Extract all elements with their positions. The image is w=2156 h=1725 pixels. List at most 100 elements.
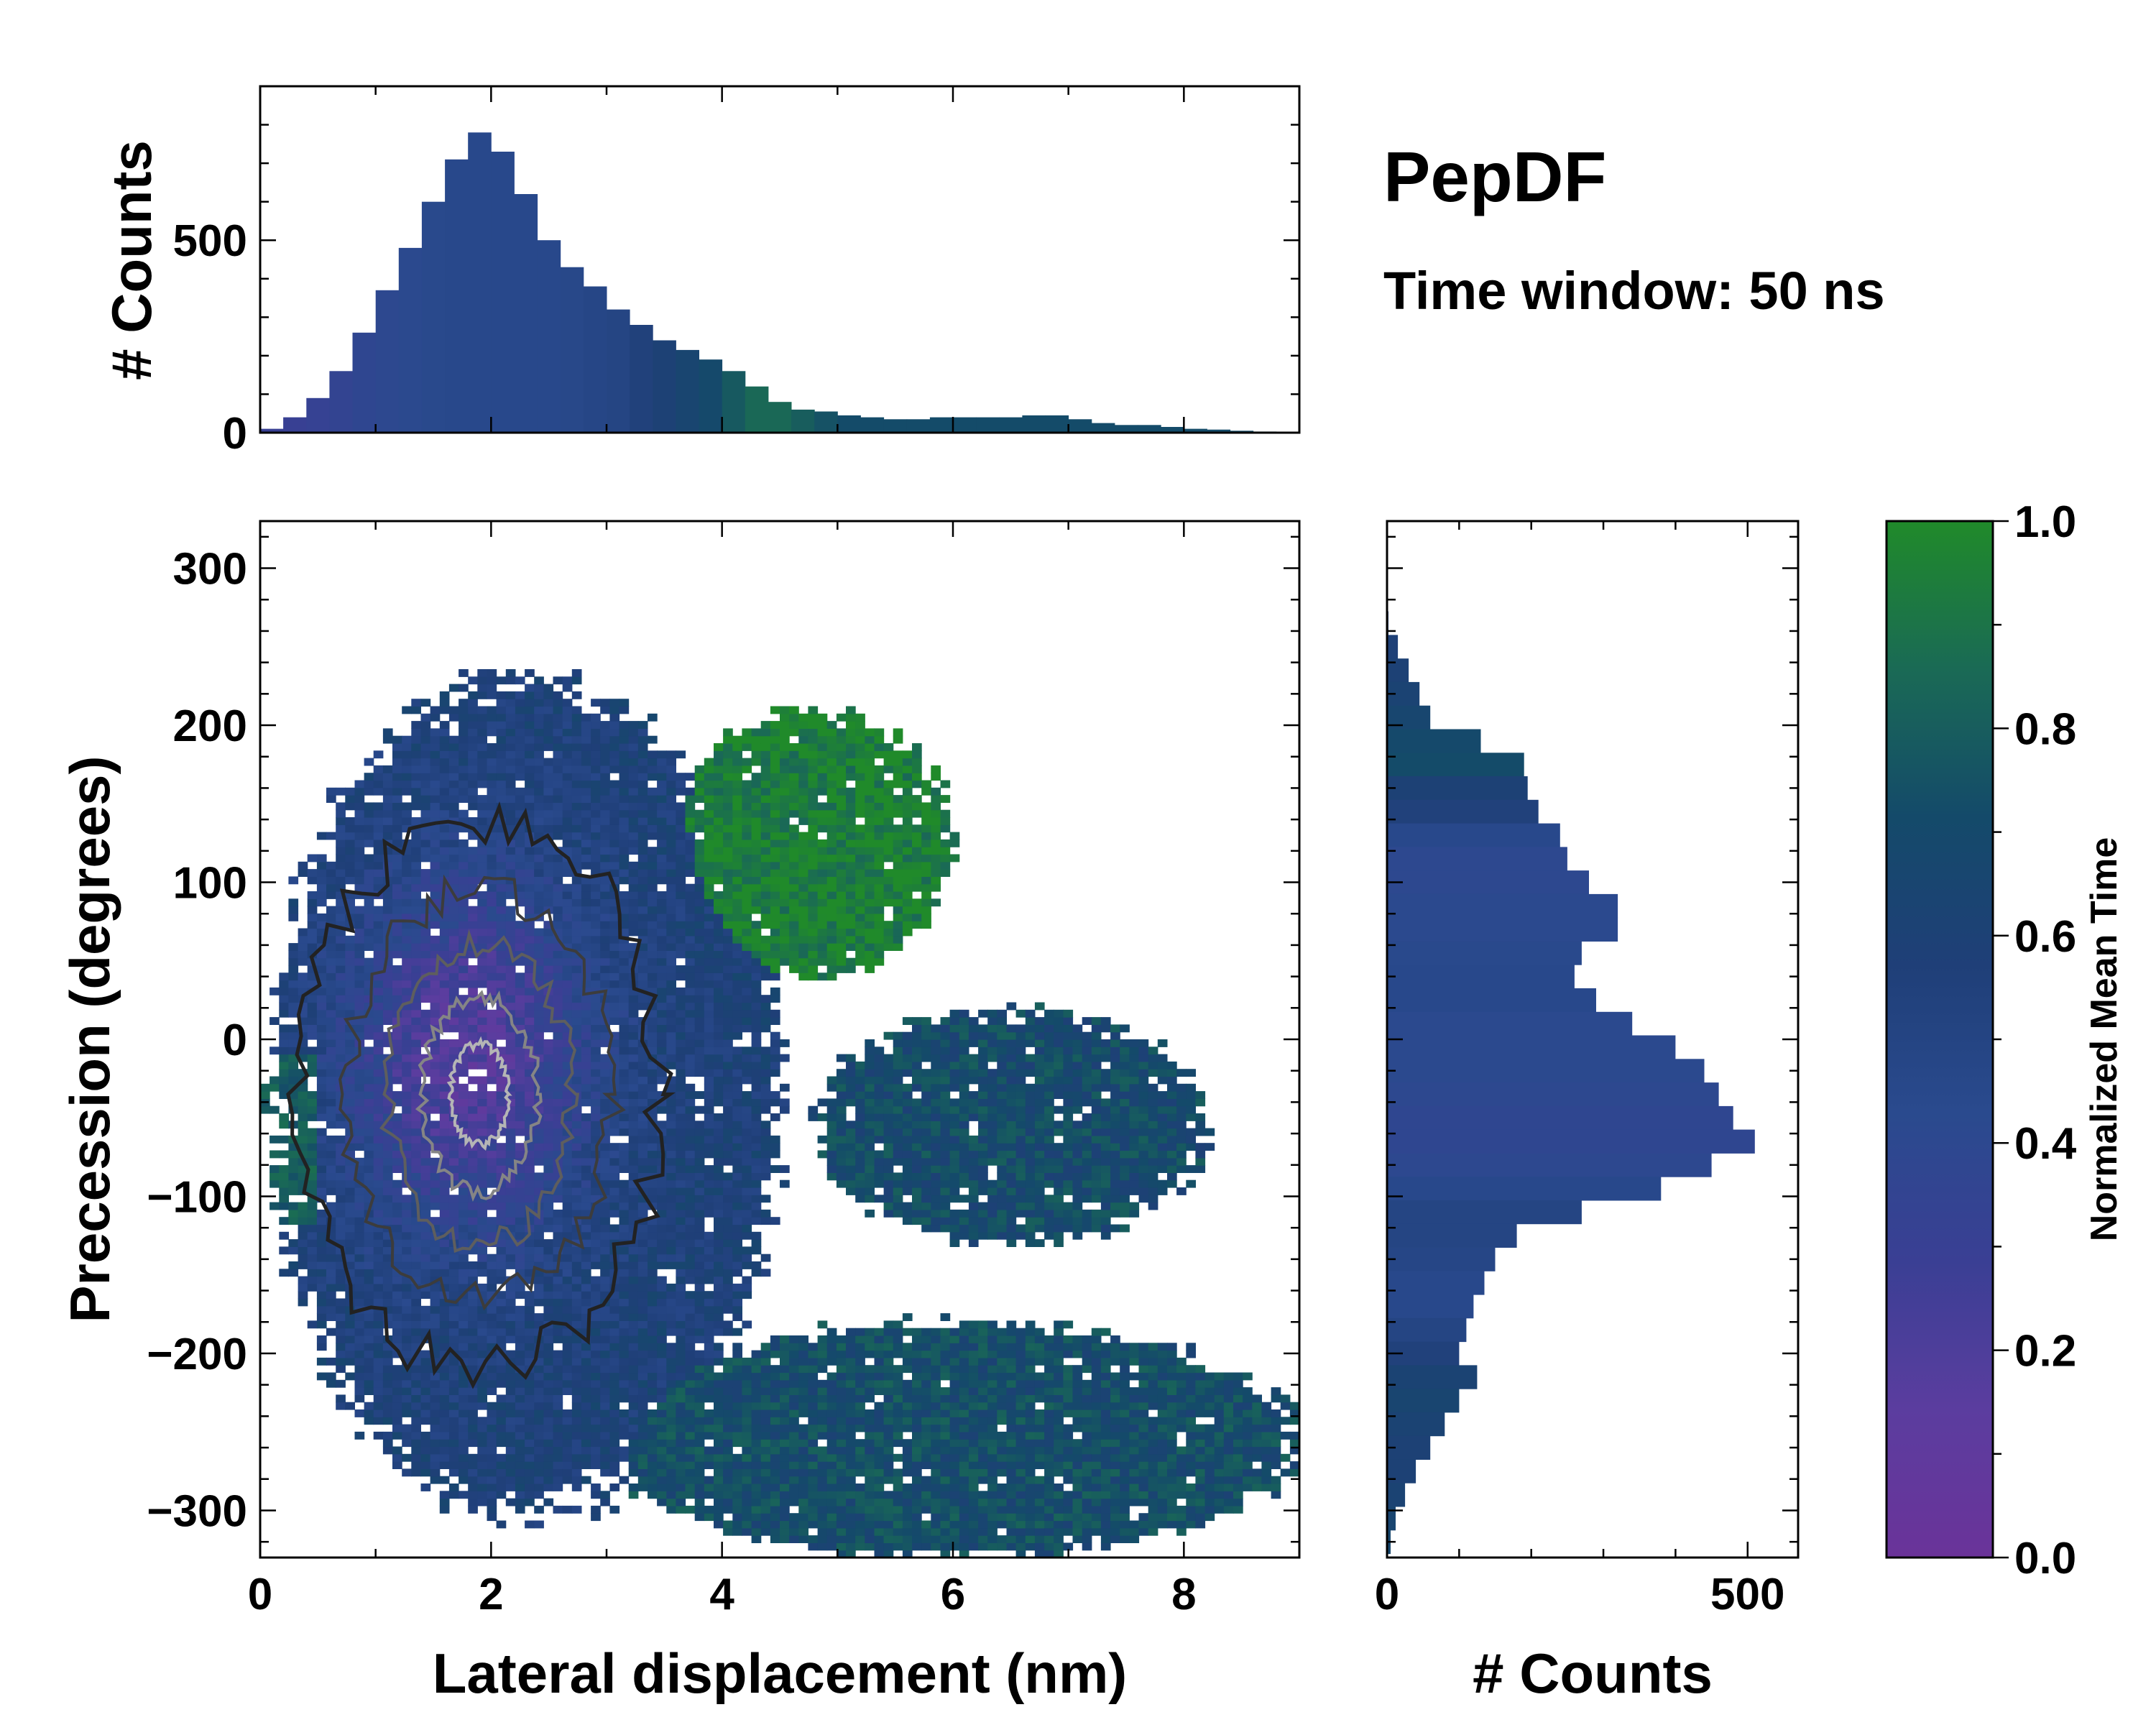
main-histogram-cell <box>316 1157 327 1166</box>
main-histogram-cell <box>477 758 487 766</box>
main-histogram-cell <box>525 1439 535 1448</box>
main-histogram-cell <box>411 1468 421 1477</box>
main-histogram-cell <box>430 1446 441 1455</box>
main-histogram-cell <box>600 765 610 773</box>
main-histogram-cell <box>420 883 431 892</box>
main-histogram-cell <box>704 780 714 788</box>
main-histogram-cell <box>742 854 752 862</box>
main-histogram-cell <box>487 1165 497 1173</box>
main-histogram-cell <box>525 1276 535 1284</box>
main-histogram-cell <box>373 1157 384 1166</box>
main-histogram-cell <box>336 1231 346 1240</box>
main-histogram-cell <box>439 854 450 862</box>
main-histogram-cell <box>619 1091 630 1099</box>
main-histogram-cell <box>657 1217 667 1225</box>
main-histogram-cell <box>723 1009 733 1018</box>
main-histogram-cell <box>448 921 459 929</box>
main-histogram-cell <box>704 854 714 862</box>
main-histogram-cell <box>354 1239 365 1247</box>
main-histogram-cell <box>373 773 384 781</box>
main-histogram-cell <box>694 1209 705 1218</box>
main-histogram-cell <box>270 1202 280 1210</box>
main-histogram-cell <box>402 1409 412 1417</box>
main-histogram-cell <box>571 1202 582 1210</box>
main-histogram-cell <box>685 1009 696 1018</box>
main-histogram-cell <box>553 876 563 885</box>
main-histogram-cell <box>420 1231 431 1240</box>
main-histogram-cell <box>676 869 686 877</box>
main-histogram-cell <box>704 1195 714 1203</box>
main-histogram-cell <box>732 1150 742 1159</box>
main-histogram-cell <box>666 809 676 818</box>
main-histogram-cell <box>477 921 487 929</box>
main-histogram-cell <box>525 787 535 796</box>
main-histogram-cell <box>430 706 441 714</box>
main-histogram-cell <box>562 684 573 692</box>
main-histogram-cell <box>704 1335 714 1343</box>
main-histogram-cell <box>430 1165 441 1173</box>
main-histogram-cell <box>553 1113 563 1121</box>
main-histogram-cell <box>364 957 374 966</box>
main-histogram-cell <box>487 728 497 737</box>
top-histogram-bar <box>676 349 699 433</box>
main-histogram-cell <box>345 1357 355 1366</box>
main-histogram-cell <box>307 1105 318 1114</box>
main-histogram-cell <box>543 1372 554 1381</box>
main-histogram-cell <box>345 1313 355 1321</box>
main-histogram-cell <box>505 1484 516 1491</box>
main-histogram-cell <box>609 965 620 973</box>
main-histogram-cell <box>439 1091 450 1099</box>
main-histogram-cell <box>600 1187 610 1195</box>
main-histogram-cell <box>402 1046 412 1055</box>
main-histogram-cell <box>666 1246 676 1255</box>
main-histogram-cell <box>382 1254 393 1262</box>
main-histogram-cell <box>364 861 374 870</box>
main-histogram-cell <box>448 980 459 988</box>
main-histogram-cell <box>505 1083 516 1092</box>
main-histogram-cell <box>591 1009 601 1018</box>
main-histogram-cell <box>392 1453 402 1462</box>
main-histogram-cell <box>364 787 374 796</box>
main-histogram-cell <box>637 1165 648 1173</box>
main-histogram-cell <box>704 898 714 907</box>
main-histogram-cell <box>448 773 459 781</box>
main-histogram-cell <box>553 735 563 744</box>
main-histogram-cell <box>637 1046 648 1055</box>
main-histogram-cell <box>591 1195 601 1203</box>
main-histogram-cell <box>392 1372 402 1381</box>
main-histogram-cell <box>382 1069 393 1077</box>
main-histogram-cell <box>760 1135 771 1144</box>
main-histogram-cell <box>515 1024 525 1033</box>
main-histogram-cell <box>382 1098 393 1107</box>
main-histogram-cell <box>487 1061 497 1070</box>
main-histogram-cell <box>637 1468 648 1477</box>
main-histogram-cell <box>430 1054 441 1062</box>
main-histogram-cell <box>723 1224 733 1233</box>
main-histogram-cell <box>477 1202 487 1210</box>
main-histogram-cell <box>732 1031 742 1040</box>
main-histogram-cell <box>732 906 742 914</box>
main-histogram-cell <box>600 758 610 766</box>
main-histogram-cell <box>505 1305 516 1314</box>
main-histogram-cell <box>628 839 639 847</box>
main-histogram-cell <box>562 713 573 722</box>
main-histogram-cell <box>439 965 450 973</box>
main-histogram-cell <box>298 1202 308 1210</box>
main-histogram-cell <box>619 1453 630 1462</box>
main-histogram-cell <box>525 935 535 944</box>
main-histogram-cell <box>354 1061 365 1070</box>
main-histogram-cell <box>676 1224 686 1233</box>
main-histogram-cell <box>685 1039 696 1047</box>
main-histogram-cell <box>430 795 441 803</box>
main-histogram-cell <box>525 758 535 766</box>
main-histogram-cell <box>600 1039 610 1047</box>
main-histogram-cell <box>382 965 393 973</box>
main-histogram-cell <box>742 1453 752 1462</box>
main-histogram-cell <box>581 1313 591 1321</box>
main-histogram-cell <box>487 1283 497 1292</box>
main-histogram-cell <box>307 1091 318 1099</box>
main-histogram-cell <box>298 1002 308 1011</box>
main-histogram-cell <box>723 1261 733 1269</box>
main-histogram-cell <box>505 987 516 995</box>
